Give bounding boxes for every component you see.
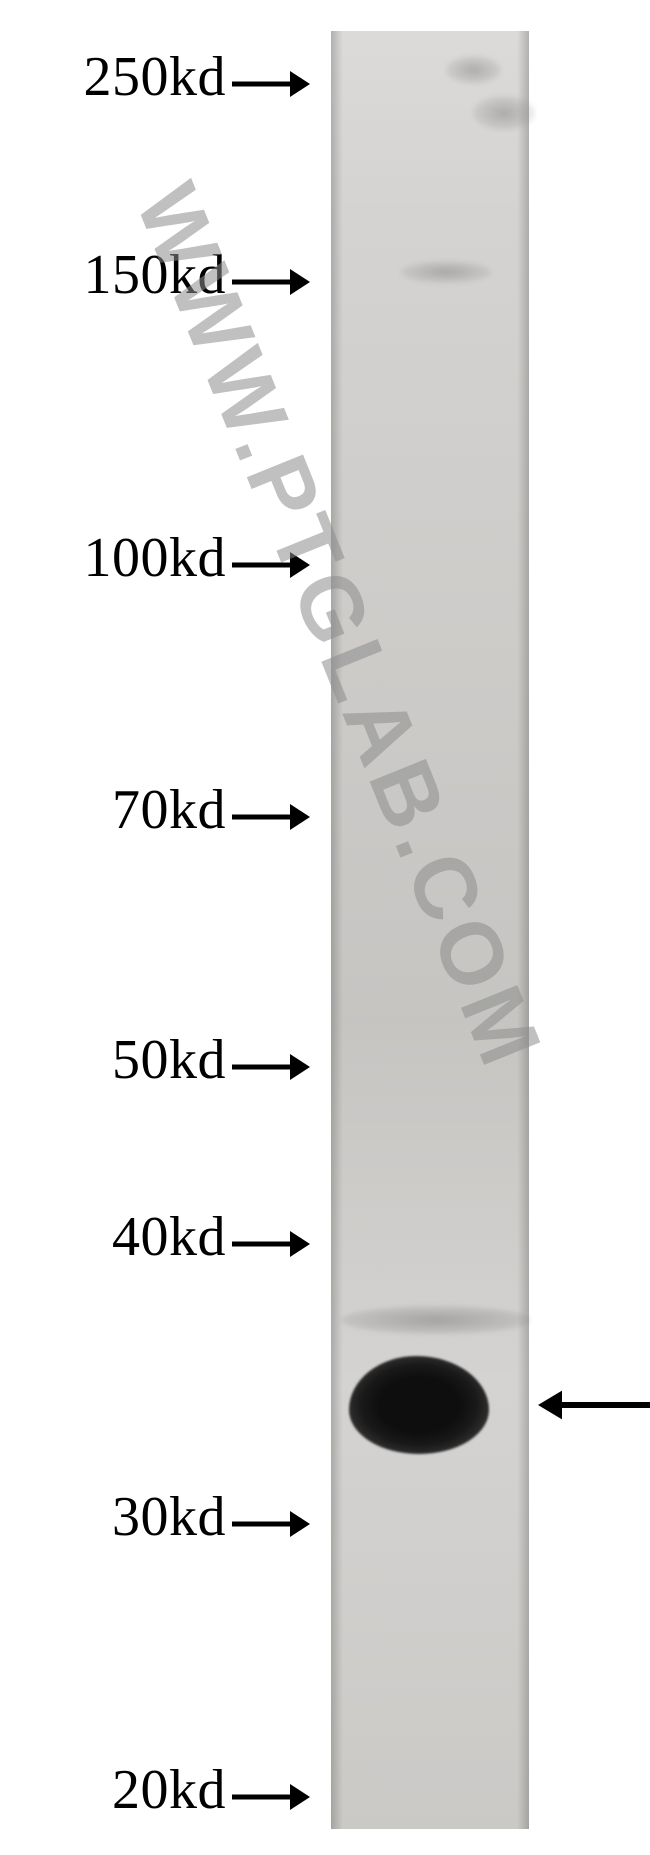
arrow-right-icon [232,1224,310,1264]
mw-marker-label: 40kd [0,1209,310,1265]
lane-background [331,31,529,1829]
arrow-right-icon [232,1504,310,1544]
arrow-right-icon [232,1047,310,1087]
mw-marker-text: 40kd [112,1206,226,1268]
mw-marker-text: 20kd [112,1759,226,1821]
mw-marker-label: 50kd [0,1032,310,1088]
arrow-right-icon [232,262,310,302]
mw-marker-label: 30kd [0,1489,310,1545]
mw-marker-label: 70kd [0,782,310,838]
arrow-right-icon [232,545,310,585]
blot-lane [330,30,530,1830]
lane-smudge [473,96,535,130]
mw-marker-label: 20kd [0,1762,310,1818]
mw-marker-text: 30kd [112,1486,226,1548]
lane-smudge [401,261,491,283]
arrow-right-icon [232,797,310,837]
mw-marker-text: 250kd [84,46,227,108]
band-indicator-arrow [538,1381,650,1429]
mw-marker-text: 70kd [112,779,226,841]
figure-root: 250kd150kd100kd70kd50kd40kd30kd20kd WWW.… [0,0,650,1855]
mw-marker-text: 50kd [112,1029,226,1091]
mw-marker-label: 250kd [0,49,310,105]
mw-marker-text: 100kd [84,527,227,589]
arrow-right-icon [232,64,310,104]
mw-marker-label: 150kd [0,247,310,303]
arrow-right-icon [232,1777,310,1817]
faint-band [341,1306,531,1334]
lane-smudge [446,56,501,84]
mw-marker-label: 100kd [0,530,310,586]
mw-marker-text: 150kd [84,244,227,306]
